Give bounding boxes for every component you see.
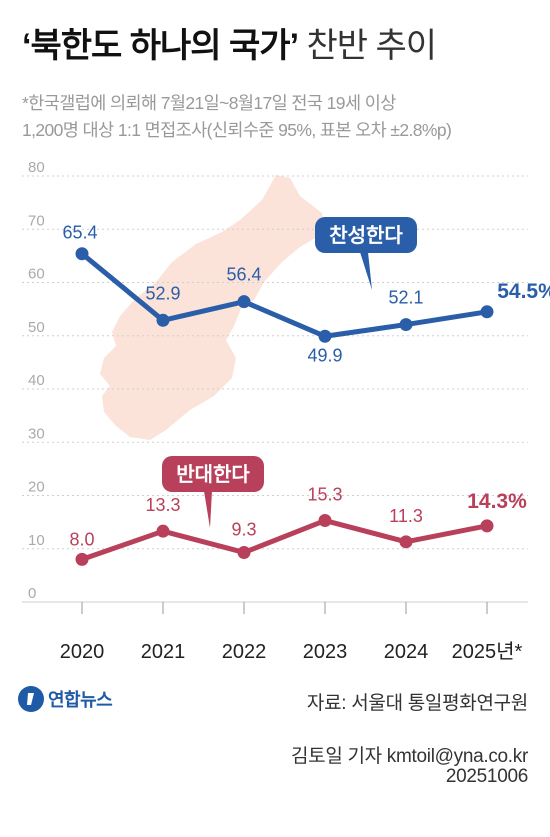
y-tick-label: 0 (28, 585, 36, 602)
title-light: 찬반 추이 (306, 27, 437, 65)
y-tick-label: 80 (28, 159, 45, 176)
y-tick-label: 60 (28, 266, 45, 283)
y-tick-label: 40 (28, 372, 45, 389)
data-label: 15.3 (307, 485, 342, 505)
title-bold: ‘북한도 하나의 국가’ (22, 27, 299, 65)
legend-callout-approve: 찬성한다 (315, 217, 417, 290)
data-label: 52.1 (388, 288, 423, 308)
x-tick-label: 2022 (222, 641, 267, 663)
subtitle-line2: 1,200명 대상 1:1 면접조사(신뢰수준 95%, 표본 오차 ±2.8%… (22, 120, 452, 140)
data-point (480, 305, 494, 319)
data-label: 13.3 (145, 495, 180, 515)
x-tick-label: 2020 (60, 641, 105, 663)
x-tick-label: 2024 (384, 641, 429, 663)
data-point (399, 318, 413, 332)
x-tick-label: 2021 (141, 641, 186, 663)
data-label: 8.0 (69, 529, 94, 549)
data-label: 49.9 (307, 345, 342, 365)
data-point (318, 514, 332, 528)
data-point (156, 524, 170, 538)
data-label: 56.4 (226, 265, 261, 285)
data-label: 9.3 (231, 519, 256, 539)
y-tick-label: 10 (28, 532, 45, 549)
yonhap-logo-icon (18, 686, 44, 712)
data-label: 54.5% (497, 280, 550, 303)
legend-callout-oppose: 반대한다 (162, 456, 264, 528)
data-point (75, 247, 89, 261)
data-point (156, 313, 170, 327)
data-point (75, 552, 89, 566)
y-tick-label: 20 (28, 479, 45, 496)
reporter-credit: 김토일 기자 kmtoil@yna.co.kr (290, 746, 528, 767)
publish-date: 20251006 (445, 766, 528, 787)
data-point (237, 295, 251, 309)
logo-text: 연합뉴스 (48, 690, 113, 710)
series-line (79, 251, 490, 339)
series-line (79, 518, 490, 562)
data-point (237, 545, 251, 559)
y-tick-label: 30 (28, 425, 45, 442)
data-point (480, 519, 494, 533)
legend-label-approve: 찬성한다 (329, 224, 403, 247)
data-label: 14.3% (467, 490, 527, 513)
data-point (399, 535, 413, 549)
y-tick-label: 50 (28, 319, 45, 336)
x-tick-label: 2023 (303, 641, 348, 663)
data-label: 11.3 (389, 506, 423, 526)
subtitle-line1: *한국갤럽에 의뢰해 7월21일~8월17일 전국 19세 이상 (22, 93, 396, 113)
yonhap-logo: 연합뉴스 (18, 686, 113, 712)
data-label: 52.9 (145, 283, 180, 303)
data-label: 65.4 (62, 223, 97, 243)
legend-label-oppose: 반대한다 (176, 463, 250, 486)
source-note: 자료: 서울대 통일평화연구원 (306, 693, 528, 714)
page-title: ‘북한도 하나의 국가’ 찬반 추이 (22, 26, 437, 66)
y-tick-label: 70 (28, 212, 45, 229)
data-point (318, 329, 332, 343)
x-tick-label: 2025년* (452, 640, 523, 663)
